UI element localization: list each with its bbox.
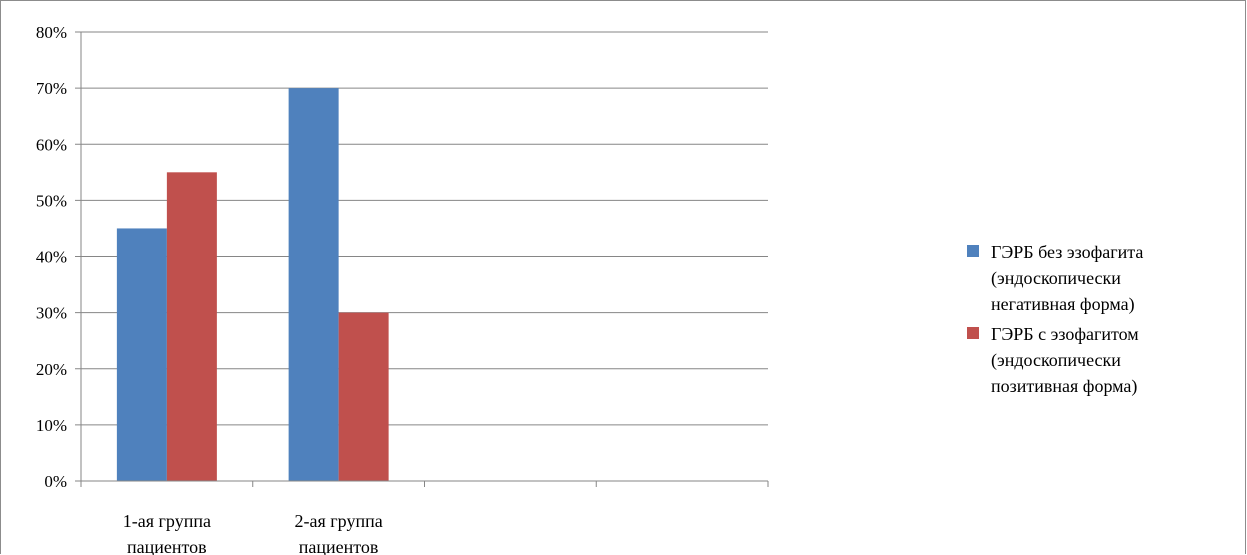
legend-item-series-2: ГЭРБ с эзофагитом (эндоскопически позити… [967,321,1237,399]
x-category-label: 2-ая группа пациентов [295,511,383,555]
y-tick-label: 10% [36,416,67,435]
bar-series-1-cat-2 [288,88,339,481]
legend: ГЭРБ без эзофагита (эндоскопически негат… [967,239,1237,403]
y-tick-label: 40% [36,248,67,267]
y-tick-label: 50% [36,191,67,210]
legend-item-series-1: ГЭРБ без эзофагита (эндоскопически негат… [967,239,1237,317]
y-tick-label: 30% [36,304,67,323]
bar-series-2-cat-1 [166,172,217,481]
bars [116,88,389,481]
x-category-labels: 1-ая группа пациентов 2-ая группа пациентов [123,511,383,555]
y-tick-label: 80% [36,23,67,42]
legend-swatch-series-2 [967,327,979,339]
bar-series-2-cat-2 [338,312,389,481]
legend-label-series-2: ГЭРБ с эзофагитом (эндоскопически позити… [991,324,1139,396]
bar-series-1-cat-1 [116,228,167,481]
x-category-label: 1-ая группа пациентов [123,511,211,555]
y-tick-label: 60% [36,135,67,154]
y-tick-labels: 0% 10% 20% 30% 40% 50% 60% 70% 80% [36,23,67,491]
y-tick-label: 0% [44,472,67,491]
legend-label-series-1: ГЭРБ без эзофагита (эндоскопически негат… [991,242,1144,314]
legend-swatch-series-1 [967,245,979,257]
y-tick-label: 20% [36,360,67,379]
axes [75,31,769,487]
y-tick-label: 70% [36,79,67,98]
